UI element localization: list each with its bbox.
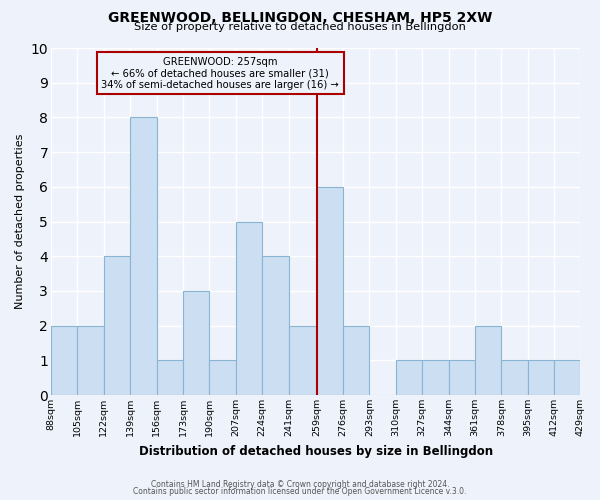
Bar bbox=[289, 326, 317, 395]
Bar bbox=[51, 326, 77, 395]
Bar bbox=[77, 326, 104, 395]
Bar bbox=[528, 360, 554, 395]
Bar bbox=[449, 360, 475, 395]
Bar bbox=[502, 360, 528, 395]
Y-axis label: Number of detached properties: Number of detached properties bbox=[15, 134, 25, 309]
Bar bbox=[475, 326, 502, 395]
Text: GREENWOOD, BELLINGDON, CHESHAM, HP5 2XW: GREENWOOD, BELLINGDON, CHESHAM, HP5 2XW bbox=[108, 11, 492, 25]
Bar bbox=[422, 360, 449, 395]
Text: Contains HM Land Registry data © Crown copyright and database right 2024.: Contains HM Land Registry data © Crown c… bbox=[151, 480, 449, 489]
Bar bbox=[317, 187, 343, 395]
Bar bbox=[236, 222, 262, 395]
Bar bbox=[262, 256, 289, 395]
X-axis label: Distribution of detached houses by size in Bellingdon: Distribution of detached houses by size … bbox=[139, 444, 493, 458]
Text: GREENWOOD: 257sqm
← 66% of detached houses are smaller (31)
34% of semi-detached: GREENWOOD: 257sqm ← 66% of detached hous… bbox=[101, 56, 339, 90]
Bar bbox=[209, 360, 236, 395]
Bar bbox=[130, 118, 157, 395]
Bar bbox=[396, 360, 422, 395]
Text: Size of property relative to detached houses in Bellingdon: Size of property relative to detached ho… bbox=[134, 22, 466, 32]
Bar bbox=[183, 291, 209, 395]
Bar bbox=[554, 360, 580, 395]
Bar bbox=[343, 326, 370, 395]
Bar bbox=[104, 256, 130, 395]
Text: Contains public sector information licensed under the Open Government Licence v.: Contains public sector information licen… bbox=[133, 487, 467, 496]
Bar bbox=[157, 360, 183, 395]
